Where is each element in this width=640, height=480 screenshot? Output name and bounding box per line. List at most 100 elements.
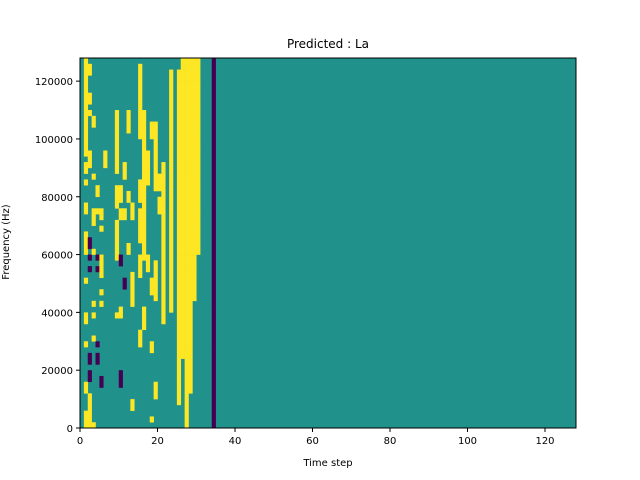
heatmap-cell: [138, 329, 143, 336]
y-tick-label: 40000: [41, 308, 73, 319]
heatmap-cell: [176, 86, 182, 93]
heatmap-cell: [138, 254, 143, 261]
heatmap-cell: [157, 173, 162, 180]
heatmap-cell: [153, 173, 158, 180]
heatmap-cell: [184, 410, 189, 417]
heatmap-cell: [211, 110, 216, 117]
heatmap-cell: [142, 214, 147, 221]
chart-title: Predicted : La: [287, 37, 369, 51]
heatmap-cell: [169, 295, 174, 302]
heatmap-cell: [180, 266, 185, 273]
heatmap-cell: [142, 248, 147, 255]
heatmap-cell: [99, 381, 104, 388]
heatmap-cell: [176, 219, 182, 226]
heatmap-cell: [142, 150, 147, 157]
heatmap-cell: [192, 214, 197, 221]
heatmap-cell: [87, 98, 92, 105]
heatmap-cell: [122, 214, 127, 221]
heatmap-cell: [87, 63, 92, 70]
heatmap-cell: [180, 271, 185, 278]
heatmap-cell: [196, 150, 201, 157]
heatmap-cell: [184, 416, 189, 423]
heatmap-cell: [161, 225, 166, 232]
heatmap-cell: [161, 208, 166, 215]
heatmap-cell: [188, 266, 193, 273]
heatmap-cell: [176, 231, 182, 238]
x-tick-label: 40: [229, 436, 242, 447]
heatmap-cell: [196, 185, 201, 192]
heatmap-cell: [114, 138, 120, 146]
heatmap-cell: [184, 387, 189, 394]
heatmap-cell: [196, 243, 201, 250]
heatmap-cell: [196, 104, 201, 111]
heatmap-cell: [192, 92, 197, 99]
heatmap-cell: [188, 329, 193, 336]
heatmap-cell: [180, 150, 185, 157]
heatmap-cell: [118, 185, 123, 192]
heatmap-cell: [188, 370, 193, 377]
heatmap-cell: [99, 300, 104, 307]
heatmap-cell: [153, 381, 158, 388]
heatmap-cell: [169, 300, 174, 307]
heatmap-cell: [196, 156, 201, 163]
heatmap-cell: [176, 347, 182, 354]
heatmap-cell: [95, 190, 100, 198]
x-axis-ticks: 0 20 40 60 80 100 120: [77, 428, 555, 447]
heatmap-cell: [176, 110, 182, 117]
heatmap-cell: [91, 300, 96, 307]
heatmap-cell: [126, 190, 131, 198]
heatmap-cell: [118, 381, 123, 388]
heatmap-cell: [161, 185, 166, 192]
heatmap-cell: [188, 300, 193, 307]
heatmap-cell: [211, 410, 216, 417]
heatmap-cell: [176, 92, 182, 99]
heatmap-cell: [184, 312, 189, 319]
heatmap-cell: [122, 167, 127, 174]
heatmap-cell: [161, 214, 166, 221]
heatmap-cell: [161, 190, 166, 198]
heatmap-cell: [188, 271, 193, 278]
heatmap-cell: [176, 196, 182, 203]
heatmap-cell: [184, 179, 189, 186]
heatmap-cell: [176, 352, 182, 359]
heatmap-cell: [196, 196, 201, 203]
heatmap-cell: [188, 162, 193, 169]
heatmap-cell: [169, 266, 174, 273]
heatmap-cell: [180, 254, 185, 261]
heatmap-cell: [142, 312, 147, 319]
y-axis-label: Frequency (Hz): [1, 204, 12, 280]
heatmap-cell: [114, 225, 120, 232]
heatmap-cell: [126, 196, 131, 203]
heatmap-cell: [145, 266, 151, 273]
heatmap-cell: [153, 121, 158, 128]
heatmap-cell: [211, 219, 216, 226]
heatmap-cell: [180, 133, 185, 140]
heatmap-cell: [180, 312, 185, 319]
heatmap-cell: [176, 237, 182, 244]
heatmap-cell: [87, 69, 92, 76]
heatmap-cell: [176, 271, 182, 278]
heatmap-cell: [138, 335, 143, 342]
heatmap-cell: [188, 127, 193, 134]
heatmap-cell: [114, 115, 120, 122]
heatmap-cell: [180, 196, 185, 203]
heatmap-cell: [176, 387, 182, 394]
heatmap-cell: [211, 266, 216, 273]
heatmap-cell: [149, 347, 154, 354]
heatmap-cell: [188, 243, 193, 250]
heatmap-cell: [184, 133, 189, 140]
heatmap-cell: [188, 115, 193, 122]
heatmap-cell: [176, 121, 182, 128]
heatmap-cell: [169, 190, 174, 198]
heatmap-cell: [176, 190, 182, 198]
heatmap-cell: [118, 375, 123, 383]
heatmap-cell: [188, 104, 193, 111]
heatmap-cell: [83, 387, 89, 394]
plot-frame: [79, 57, 577, 429]
heatmap-cell: [83, 237, 89, 244]
heatmap-cell: [83, 381, 89, 388]
heatmap-cell: [184, 341, 189, 348]
heatmap-cell: [180, 260, 185, 267]
heatmap-cell: [157, 202, 162, 209]
